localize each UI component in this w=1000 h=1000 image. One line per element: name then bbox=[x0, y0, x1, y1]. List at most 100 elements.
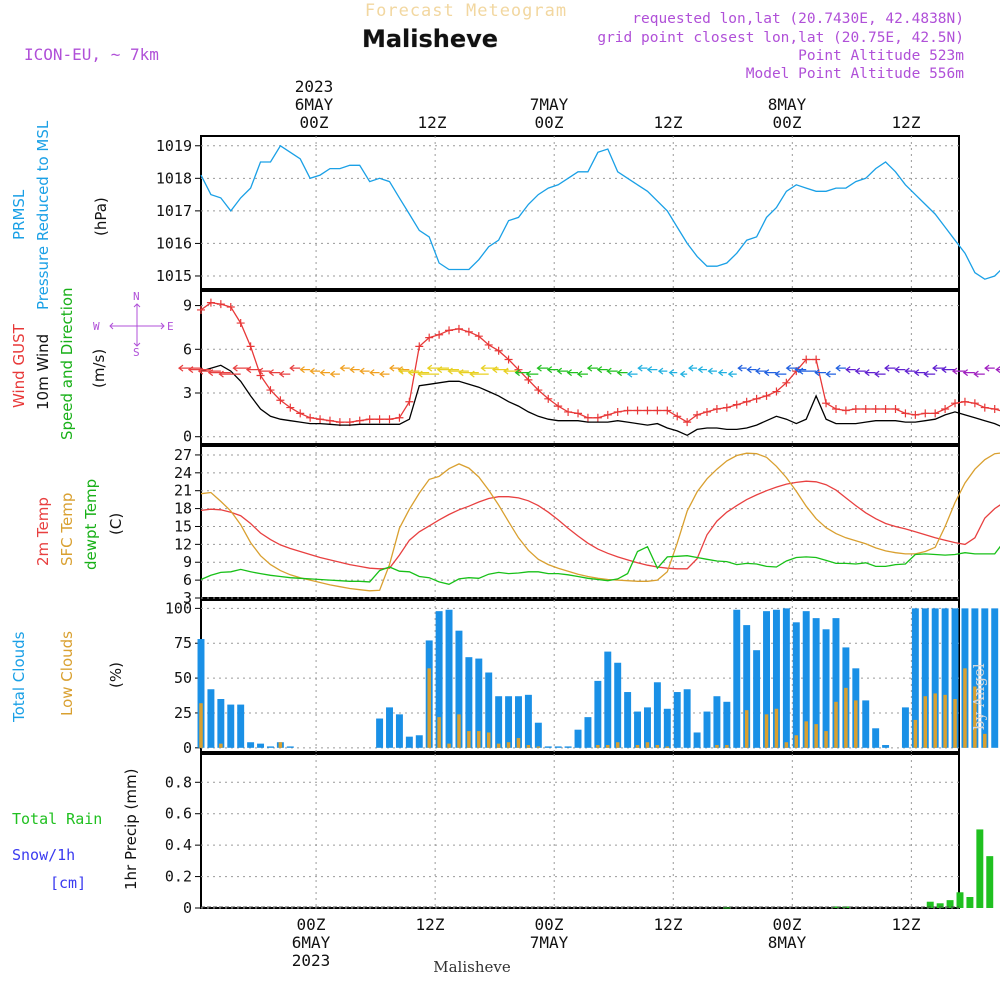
total_clouds-bar bbox=[435, 611, 443, 748]
gust-line bbox=[200, 302, 1000, 423]
pressure-ylabel-prmsl: PRMSL bbox=[10, 189, 28, 240]
total_clouds-bar bbox=[921, 608, 929, 748]
total_clouds-bar bbox=[693, 732, 701, 748]
wind-arrow bbox=[755, 367, 767, 375]
rain-bar bbox=[936, 903, 944, 908]
total_clouds-bar bbox=[643, 707, 651, 748]
wind-arrow bbox=[257, 367, 271, 375]
wind-arrow bbox=[218, 370, 241, 378]
total_clouds-bar bbox=[753, 650, 761, 748]
gust-marker bbox=[276, 396, 285, 405]
total_clouds-bar bbox=[604, 651, 612, 748]
total_clouds-bar bbox=[564, 746, 572, 748]
gust-marker bbox=[266, 386, 275, 395]
low_clouds-bar bbox=[933, 693, 937, 748]
wind-arrow bbox=[763, 369, 777, 377]
wind-arrow bbox=[797, 367, 817, 375]
total_clouds-bar bbox=[266, 746, 274, 748]
temperature-ytick-label: 24 bbox=[174, 464, 192, 482]
wind-arrow bbox=[835, 364, 846, 372]
top-tick-00z-3: 00Z bbox=[773, 113, 802, 132]
precip-frame bbox=[200, 753, 960, 909]
gust-marker bbox=[524, 375, 533, 384]
precip-ytick-label: 0.6 bbox=[165, 805, 192, 823]
wind-arrow bbox=[447, 367, 469, 375]
total_clouds-bar bbox=[485, 672, 493, 748]
pressure-ytick-label: 1017 bbox=[156, 202, 192, 220]
bottom-tick-00z-1: 00Z bbox=[297, 915, 326, 934]
bottom-year-label: 2023 bbox=[292, 951, 331, 970]
total_clouds-bar bbox=[653, 682, 661, 748]
wind-arrow bbox=[668, 369, 678, 377]
rain-bar bbox=[986, 856, 994, 908]
gust-marker bbox=[603, 410, 612, 419]
gust-marker bbox=[574, 409, 583, 418]
wind-arrow bbox=[268, 369, 281, 377]
precip-legend-rain: Total Rain bbox=[12, 810, 102, 828]
gust-marker bbox=[653, 406, 662, 415]
low_clouds-bar bbox=[615, 742, 620, 748]
low_clouds-bar bbox=[496, 743, 501, 748]
requested-coords: requested lon,lat (20.7430E, 42.4838N) bbox=[632, 11, 964, 27]
gust-marker bbox=[206, 298, 215, 307]
bottom-tick-00z-3: 00Z bbox=[773, 915, 802, 934]
total_clouds-bar bbox=[465, 657, 473, 748]
gust-marker bbox=[593, 413, 602, 422]
wind-arrow bbox=[995, 366, 1000, 374]
total_clouds-bar bbox=[782, 608, 790, 748]
wind-arrow bbox=[566, 369, 579, 377]
pressure-ylabel-unit: (hPa) bbox=[92, 197, 110, 236]
total_clouds-bar bbox=[544, 746, 552, 748]
low_clouds-bar bbox=[784, 742, 789, 748]
gust-marker bbox=[951, 399, 960, 408]
top-day-label-7may: 7MAY bbox=[530, 95, 569, 114]
wind-arrow bbox=[417, 370, 440, 378]
gust-marker bbox=[931, 409, 940, 418]
gust-marker bbox=[623, 406, 632, 415]
gust-marker bbox=[316, 415, 325, 424]
low_clouds-bar bbox=[913, 719, 918, 748]
gust-marker bbox=[365, 415, 374, 424]
temperature-ytick-label: 21 bbox=[174, 482, 192, 500]
wind-arrow bbox=[458, 369, 479, 377]
low_clouds-bar bbox=[963, 668, 967, 748]
bottom-tick-00z-2: 00Z bbox=[535, 915, 564, 934]
total_clouds-bar bbox=[901, 707, 909, 748]
precip-legend-snow: Snow/1h bbox=[12, 846, 75, 864]
total_clouds-bar bbox=[882, 745, 890, 748]
precip-legend-cm: [cm] bbox=[50, 874, 86, 892]
wind-arrow bbox=[596, 366, 608, 374]
total_clouds-bar bbox=[991, 608, 999, 748]
gust-marker bbox=[663, 406, 672, 415]
wind-arrow bbox=[309, 367, 321, 375]
compass-w: W bbox=[93, 320, 100, 333]
wind-arrow bbox=[369, 369, 380, 377]
total_clouds-bar bbox=[812, 618, 820, 748]
temperature-ytick-label: 12 bbox=[174, 535, 192, 553]
total_clouds-bar bbox=[931, 608, 939, 748]
low_clouds-bar bbox=[814, 724, 818, 748]
gust-marker bbox=[782, 378, 791, 387]
bottom-day-label-8may: 8MAY bbox=[768, 933, 807, 952]
gust-marker bbox=[921, 409, 930, 418]
gust-marker bbox=[197, 305, 205, 314]
gust-marker bbox=[355, 416, 364, 425]
total_clouds-bar bbox=[941, 608, 949, 748]
compass-cross-icon bbox=[109, 303, 165, 347]
gust-marker bbox=[226, 303, 235, 312]
low_clouds-bar bbox=[744, 710, 749, 748]
clouds-ytick-label: 50 bbox=[174, 669, 192, 687]
wind-arrow bbox=[913, 369, 926, 377]
precip-ytick-label: 0 bbox=[183, 899, 192, 917]
wind-ylabel-10m: 10m Wind bbox=[34, 334, 52, 410]
temperature-ytick-label: 3 bbox=[183, 589, 192, 607]
clouds-ytick-label: 25 bbox=[174, 704, 192, 722]
low_clouds-bar bbox=[506, 742, 511, 748]
point-altitude: Point Altitude 523m bbox=[798, 48, 964, 64]
wind-arrow bbox=[657, 367, 668, 375]
temperature-ytick-label: 6 bbox=[183, 571, 192, 589]
low_clouds-bar bbox=[447, 743, 451, 748]
pressure-ytick-label: 1018 bbox=[156, 169, 192, 187]
footer-location: Malisheve bbox=[433, 958, 511, 976]
